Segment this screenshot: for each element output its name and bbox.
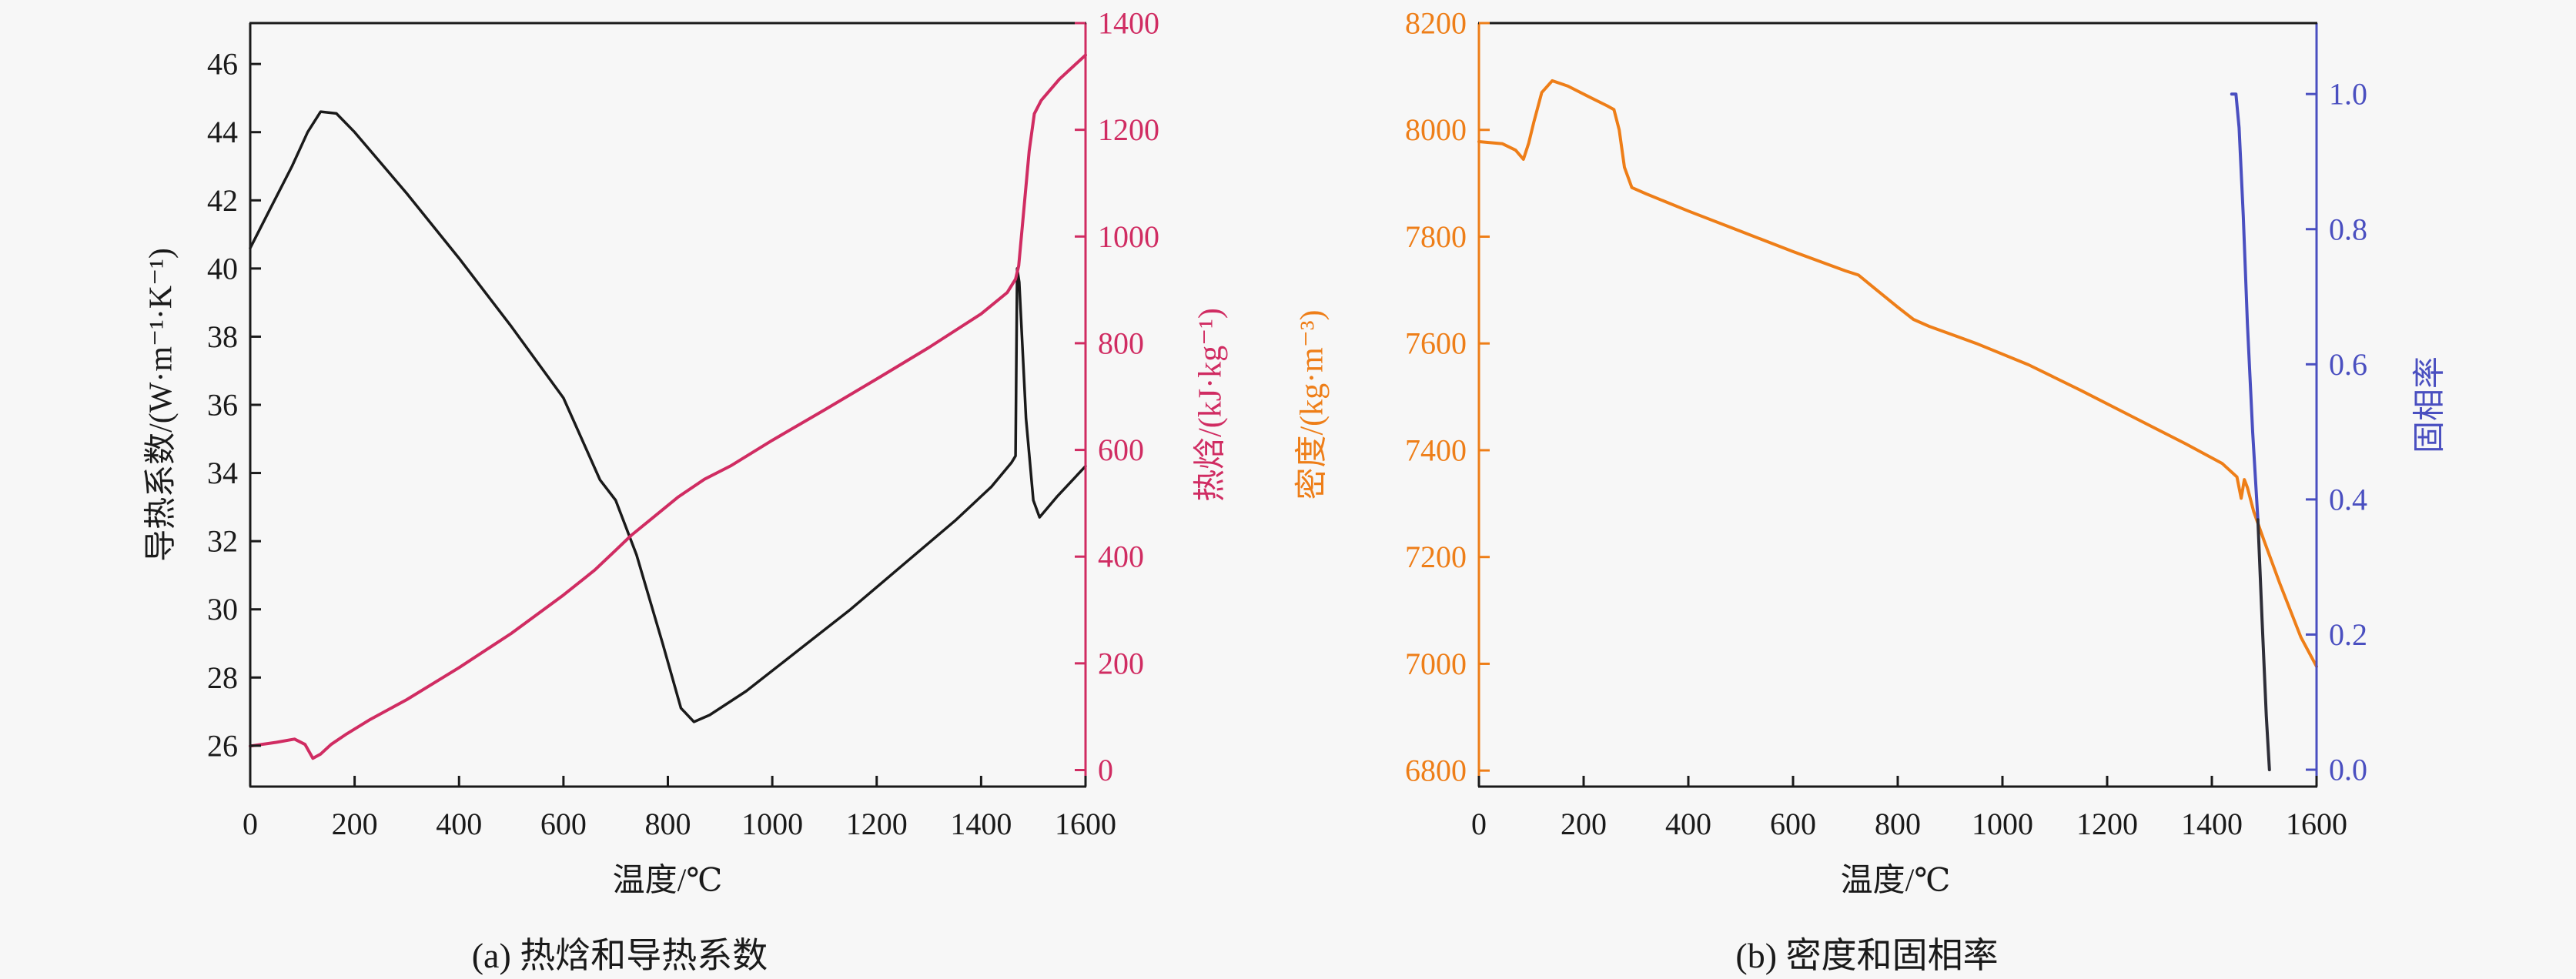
x-tick-label: 1000 xyxy=(1972,807,2033,841)
left-tick-label: 46 xyxy=(207,47,238,82)
ylabel-thermal-conductivity: 导热系数/(W·m⁻¹·K⁻¹) xyxy=(143,248,179,562)
left-tick-label: 42 xyxy=(207,183,238,218)
right-tick-label: 400 xyxy=(1098,540,1144,574)
left-tick-label: 34 xyxy=(207,456,238,490)
left-tick-label: 40 xyxy=(207,251,238,286)
x-tick-label: 1400 xyxy=(950,807,1012,841)
right-tick-label: 0.0 xyxy=(2329,753,2367,787)
right-tick-label: 600 xyxy=(1098,433,1144,467)
right-tick-label: 0 xyxy=(1098,753,1113,787)
ylabel-solid-fraction: 固相率 xyxy=(2412,356,2448,454)
left-tick-label: 8000 xyxy=(1405,112,1467,147)
right-tick-label: 0.6 xyxy=(2329,347,2367,382)
x-tick-label: 1400 xyxy=(2181,807,2243,841)
x-tick-label: 800 xyxy=(1875,807,1921,841)
left-tick-label: 36 xyxy=(207,388,238,423)
left-tick-label: 38 xyxy=(207,319,238,354)
x-tick-label: 1000 xyxy=(741,807,803,841)
series-热焓 xyxy=(249,53,1087,760)
left-tick-label: 7000 xyxy=(1405,647,1467,681)
left-tick-label: 26 xyxy=(207,728,238,763)
left-tick-label: 44 xyxy=(207,115,238,149)
xlabel-temperature-a: 温度/℃ xyxy=(612,863,723,899)
x-tick-label: 400 xyxy=(436,807,482,841)
series-密度 xyxy=(1477,79,2318,668)
chart-panel-b: 0 200 400 600 800 1000 1200 1400 1600 6800 7000 720… xyxy=(1405,6,2367,842)
caption-panel-b: (b) 密度和固相率 xyxy=(1735,936,1999,975)
left-tick-label: 30 xyxy=(207,592,238,626)
caption-panel-a: (a) 热焓和导热系数 xyxy=(471,936,768,975)
left-tick-label: 6800 xyxy=(1405,753,1467,788)
series-固相率下段 xyxy=(2256,518,2271,772)
right-tick-label: 0.4 xyxy=(2329,482,2367,516)
right-tick-label: 1.0 xyxy=(2329,77,2367,112)
left-tick-label: 8200 xyxy=(1405,6,1467,41)
left-tick-label: 32 xyxy=(207,524,238,559)
x-tick-label: 400 xyxy=(1665,807,1711,841)
x-tick-label: 1200 xyxy=(2076,807,2138,841)
right-tick-label: 1400 xyxy=(1098,6,1159,41)
x-tick-label: 200 xyxy=(332,807,378,841)
x-tick-label: 200 xyxy=(1561,807,1607,841)
x-tick-label: 1200 xyxy=(846,807,908,841)
series-导热系数 xyxy=(249,110,1087,723)
right-tick-label: 800 xyxy=(1098,326,1144,360)
x-tick-label: 1600 xyxy=(1055,807,1116,841)
ylabel-enthalpy: 热焓/(kJ·kg⁻¹) xyxy=(1193,308,1229,502)
left-tick-label: 7400 xyxy=(1405,433,1467,467)
x-tick-label: 600 xyxy=(1770,807,1816,841)
ylabel-density: 密度/(kg·m⁻³) xyxy=(1294,309,1330,500)
right-tick-label: 1200 xyxy=(1098,112,1159,147)
x-tick-label: 1600 xyxy=(2286,807,2347,841)
chart-panel-a: 0 200 400 600 800 1000 1200 1400 160026283032343… xyxy=(207,6,1159,842)
right-tick-label: 1000 xyxy=(1098,219,1159,254)
left-tick-label: 28 xyxy=(207,660,238,695)
left-tick-label: 7200 xyxy=(1405,540,1467,574)
series-固相率 xyxy=(2230,92,2260,522)
right-tick-label: 200 xyxy=(1098,646,1144,680)
x-tick-label: 800 xyxy=(645,807,691,841)
xlabel-temperature-b: 温度/℃ xyxy=(1840,863,1951,899)
left-tick-label: 7800 xyxy=(1405,219,1467,254)
right-tick-label: 0.8 xyxy=(2329,212,2367,246)
left-tick-label: 7600 xyxy=(1405,326,1467,361)
x-tick-label: 0 xyxy=(243,807,258,841)
right-tick-label: 0.2 xyxy=(2329,617,2367,652)
x-tick-label: 600 xyxy=(540,807,587,841)
x-tick-label: 0 xyxy=(1471,807,1487,841)
